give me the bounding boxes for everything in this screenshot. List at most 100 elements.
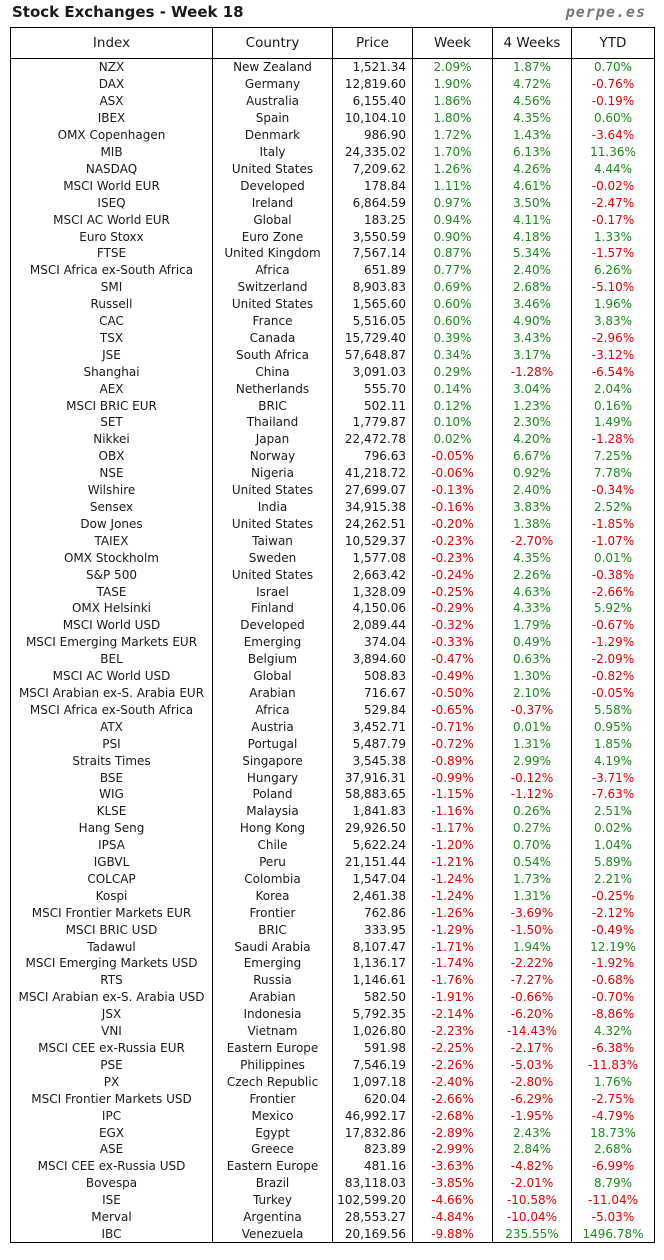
table-row: Euro Stoxx Euro Zone 3,550.59 0.90% 4.18% 1.3… [10,228,655,245]
cell-week: -2.68% [412,1107,493,1125]
cell-country: United States [212,481,333,499]
table-row: IPC Mexico 46,992.17 -2.68% -1.95% -4.79% [10,1107,655,1125]
cell-week: -1.74% [412,955,493,972]
cell-country: China [212,363,333,381]
cell-country: Chile [212,836,333,854]
cell-price: 6,864.59 [332,194,413,212]
table-row: MSCI World EUR Developed 178.84 1.11% 4.61% -… [10,177,655,195]
cell-index: FTSE [10,244,213,262]
cell-4-weeks: 4.90% [492,312,572,330]
cell-4-weeks: 4.33% [492,600,572,617]
cell-4-weeks: -4.82% [492,1157,572,1175]
cell-ytd: 18.73% [571,1124,655,1141]
cell-index: TSX [10,329,213,347]
cell-index: MSCI AC World EUR [10,211,213,229]
cell-price: 178.84 [332,177,413,195]
cell-4-weeks: 0.70% [492,836,572,854]
cell-week: -2.66% [412,1090,493,1108]
cell-week: 1.26% [412,160,493,178]
cell-ytd: -1.29% [571,633,655,651]
table-row: WIG Poland 58,883.65 -1.15% -1.12% -7.63% [10,785,655,803]
cell-country: Mexico [212,1107,333,1125]
cell-country: Netherlands [212,380,333,398]
table-row: Wilshire United States 27,699.07 -0.13% 2.40… [10,481,655,499]
cell-4-weeks: 1.38% [492,515,572,533]
cell-price: 1,136.17 [332,955,413,972]
cell-country: India [212,498,333,516]
cell-4-weeks: -7.27% [492,971,572,989]
table-row: NZX New Zealand 1,521.34 2.09% 1.87% 0.70% [10,58,655,76]
cell-4-weeks: 4.56% [492,92,572,110]
cell-country: Singapore [212,752,333,770]
cell-4-weeks: 2.30% [492,414,572,431]
cell-country: Austria [212,718,333,736]
cell-country: Brazil [212,1174,333,1192]
cell-index: MSCI BRIC EUR [10,397,213,415]
table-row: COLCAP Colombia 1,547.04 -1.24% 1.73% 2.21% [10,870,655,888]
table-row: ATX Austria 3,452.71 -0.71% 0.01% 0.95% [10,718,655,736]
cell-index: KLSE [10,802,213,820]
cell-price: 3,452.71 [332,718,413,736]
cell-index: TASE [10,583,213,600]
table-row: MSCI Emerging Markets USD Emerging 1,136.1… [10,955,655,972]
cell-week: 0.34% [412,346,493,364]
cell-4-weeks: -5.03% [492,1056,572,1074]
table-row: Russell United States 1,565.60 0.60% 3.46% 1.… [10,295,655,313]
cell-week: 1.11% [412,177,493,195]
cell-week: -1.24% [412,870,493,888]
cell-price: 5,622.24 [332,836,413,854]
cell-country: Peru [212,853,333,871]
cell-week: -0.23% [412,532,493,550]
cell-price: 1,577.08 [332,549,413,567]
cell-ytd: -1.07% [571,532,655,550]
table-row: MSCI Arabian ex-S. Arabia EUR Arabian 716.… [10,684,655,702]
cell-ytd: 2.21% [571,870,655,888]
cell-price: 24,335.02 [332,143,413,161]
cell-price: 374.04 [332,633,413,651]
cell-week: -0.47% [412,650,493,668]
cell-4-weeks: 2.68% [492,278,572,296]
table-row: JSE South Africa 57,648.87 0.34% 3.17% -3.12% [10,346,655,364]
cell-country: Taiwan [212,532,333,550]
cell-index: MSCI Africa ex-South Africa [10,701,213,719]
cell-country: Nigeria [212,464,333,482]
cell-price: 7,567.14 [332,244,413,262]
cell-price: 22,472.78 [332,430,413,448]
table-row: SMI Switzerland 8,903.83 0.69% 2.68% -5.10% [10,278,655,296]
cell-4-weeks: 4.26% [492,160,572,178]
cell-week: -0.24% [412,566,493,584]
table-row: CAC France 5,516.05 0.60% 4.90% 3.83% [10,312,655,330]
cell-price: 34,915.38 [332,498,413,516]
cell-index: SMI [10,278,213,296]
cell-4-weeks: 1.23% [492,397,572,415]
cell-week: 0.60% [412,295,493,313]
cell-week: -2.25% [412,1039,493,1057]
cell-country: BRIC [212,921,333,939]
table-row: VNI Vietnam 1,026.80 -2.23% -14.43% 4.32% [10,1022,655,1040]
cell-country: Arabian [212,988,333,1006]
cell-price: 1,565.60 [332,295,413,313]
cell-index: ATX [10,718,213,736]
cell-price: 102,599.20 [332,1191,413,1209]
cell-ytd: -0.68% [571,971,655,989]
cell-ytd: -5.03% [571,1208,655,1226]
cell-country: Arabian [212,684,333,702]
cell-index: MSCI AC World USD [10,667,213,685]
cell-4-weeks: 1.43% [492,126,572,144]
cell-price: 502.11 [332,397,413,415]
cell-index: Wilshire [10,481,213,499]
cell-price: 12,819.60 [332,75,413,93]
cell-4-weeks: 0.92% [492,464,572,482]
cell-country: Malaysia [212,802,333,820]
table-row: OMX Copenhagen Denmark 986.90 1.72% 1.43% -3.… [10,126,655,144]
cell-4-weeks: 1.30% [492,667,572,685]
cell-4-weeks: 3.50% [492,194,572,212]
cell-country: Vietnam [212,1022,333,1040]
cell-price: 7,546.19 [332,1056,413,1074]
cell-week: -0.72% [412,735,493,753]
cell-price: 37,916.31 [332,769,413,786]
cell-index: IPSA [10,836,213,854]
cell-price: 83,118.03 [332,1174,413,1192]
cell-price: 27,699.07 [332,481,413,499]
cell-week: 1.86% [412,92,493,110]
